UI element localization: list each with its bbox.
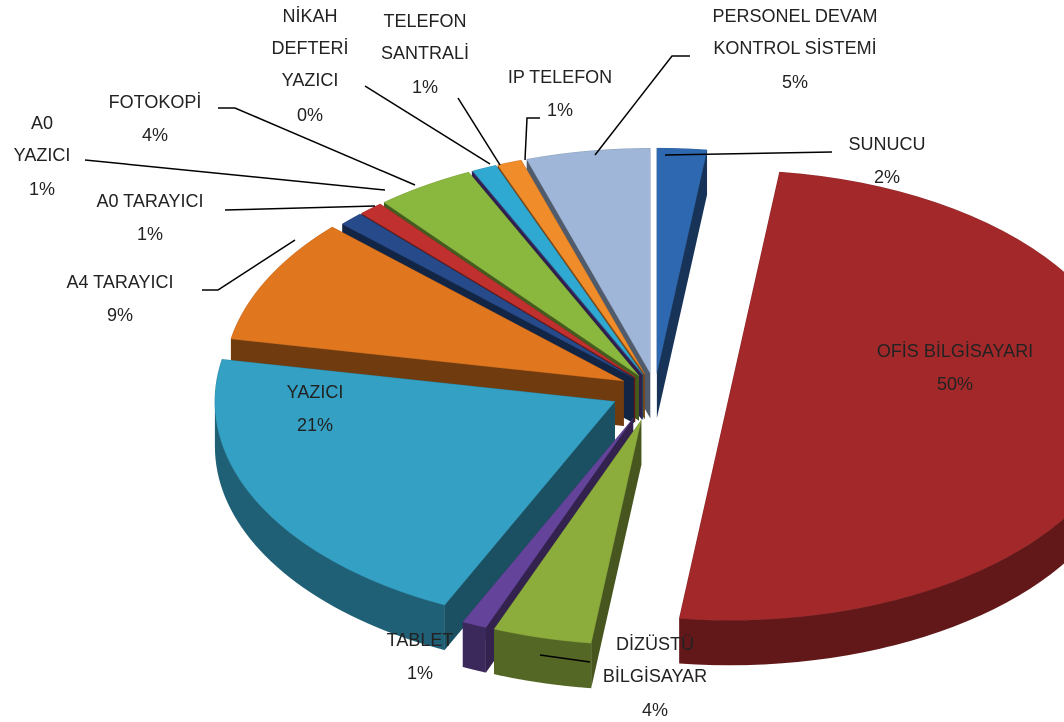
label-line: A0 [31, 113, 53, 133]
value-label: 1% [407, 663, 433, 683]
label-line: FOTOKOPİ [109, 92, 202, 112]
value-label: 1% [412, 77, 438, 97]
slice-top [383, 171, 640, 376]
slice [678, 171, 1064, 666]
leader-line [218, 107, 416, 186]
label-line: YAZICI [14, 145, 71, 165]
value-label: 0% [297, 105, 323, 125]
leader-line [539, 654, 591, 663]
label-line: SUNUCU [848, 134, 925, 154]
label-line: BİLGİSAYAR [603, 666, 707, 686]
label-line: SANTRALİ [381, 43, 469, 63]
category-label: DİZÜSTÜ BİLGİSAYAR [603, 634, 707, 686]
value-label: 4% [642, 700, 668, 720]
slice-top [462, 418, 634, 628]
slice-top [230, 226, 624, 382]
category-label: A4 TARAYICI [66, 272, 173, 292]
leader-line [202, 239, 296, 291]
slice-wall [214, 401, 445, 651]
leader-line [594, 55, 690, 156]
slice-side [591, 419, 642, 689]
value-label: 1% [137, 224, 163, 244]
category-label: OFİS BİLGİSAYARI [877, 341, 1033, 361]
value-label: 4% [142, 125, 168, 145]
category-label: IP TELEFON [508, 67, 612, 87]
label-line: NİKAH [282, 6, 337, 26]
slice-side [462, 418, 634, 667]
leader-line [664, 151, 833, 156]
slice-side [656, 149, 708, 419]
leader-line [524, 117, 540, 161]
label-line: YAZICI [287, 382, 344, 402]
slice-top [678, 171, 1064, 621]
value-label: 50% [937, 374, 973, 394]
label-line: TELEFON [383, 11, 466, 31]
slice-top [526, 148, 651, 375]
category-label: A0 TARAYICI [96, 191, 203, 211]
category-label: A0 YAZICI [14, 113, 71, 165]
slice-wall [679, 518, 1064, 666]
leader-line [84, 159, 386, 191]
slice [656, 147, 708, 419]
leader-line [457, 97, 501, 166]
label-line: DİZÜSTÜ [616, 634, 694, 654]
slice [493, 419, 642, 689]
label-line: A4 TARAYICI [66, 272, 173, 292]
value-label: 21% [297, 415, 333, 435]
label-line: KONTROL SİSTEMİ [713, 38, 876, 58]
slice-top [360, 203, 636, 378]
slice-wall [462, 621, 486, 673]
category-label: SUNUCU [848, 134, 925, 154]
value-label: 1% [547, 100, 573, 120]
category-label: TABLET [387, 630, 454, 650]
label-line: PERSONEL DEVAM [712, 6, 877, 26]
leader-line [224, 205, 376, 211]
slice-top [471, 170, 643, 375]
slice [214, 359, 616, 651]
label-line: A0 TARAYICI [96, 191, 203, 211]
value-label: 9% [107, 305, 133, 325]
value-label: 2% [874, 167, 900, 187]
slice-top [214, 359, 616, 606]
slice-top [656, 147, 708, 374]
label-line: TABLET [387, 630, 454, 650]
category-label: YAZICI [287, 382, 344, 402]
slice-top [472, 165, 644, 375]
label-line: DEFTERİ [271, 38, 348, 58]
label-line: IP TELEFON [508, 67, 612, 87]
slice-top [497, 159, 646, 375]
value-label: 1% [29, 179, 55, 199]
slice-top [493, 419, 642, 644]
slice-top [341, 213, 634, 379]
slice-side [444, 401, 615, 651]
leader-line [364, 85, 491, 165]
label-line: YAZICI [282, 70, 339, 90]
category-label: NİKAH DEFTERİ YAZICI [271, 6, 348, 90]
value-label: 5% [782, 72, 808, 92]
slice-wall [494, 629, 592, 689]
label-line: OFİS BİLGİSAYARI [877, 341, 1033, 361]
category-label: FOTOKOPİ [109, 92, 202, 112]
category-label: TELEFON SANTRALİ [381, 11, 469, 63]
category-label: PERSONEL DEVAM KONTROL SİSTEMİ [712, 6, 877, 58]
